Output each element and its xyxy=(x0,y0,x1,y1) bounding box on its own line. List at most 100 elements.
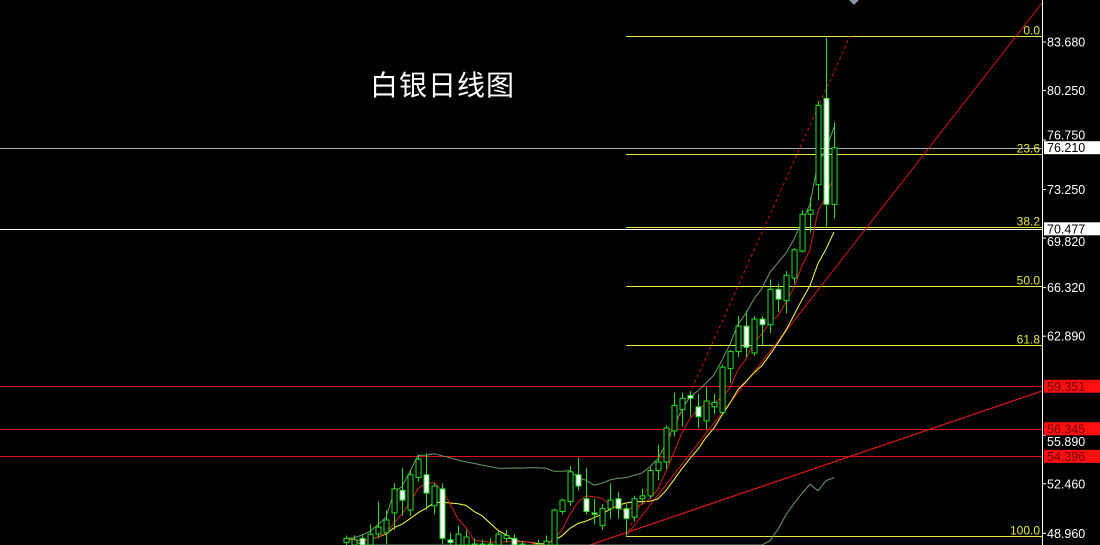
candle-up xyxy=(431,483,438,515)
candle-down xyxy=(775,283,782,312)
candle-up xyxy=(463,529,470,545)
price-tick-label: 73.250 xyxy=(1047,183,1085,197)
candle-up xyxy=(559,498,566,515)
candle-up xyxy=(719,364,726,416)
horizontal-lines xyxy=(0,148,1042,457)
candle-up xyxy=(639,488,646,505)
fib-level-label: 100.0 xyxy=(1010,524,1040,538)
candle-up xyxy=(727,350,734,383)
bollinger-upper-band xyxy=(345,127,835,539)
chart-title: 白银日线图 xyxy=(370,69,516,102)
candle-body xyxy=(567,471,574,503)
scroll-marker-icon[interactable] xyxy=(849,0,859,5)
candle-down xyxy=(575,457,582,491)
candles xyxy=(343,37,838,545)
candle-body xyxy=(775,288,782,300)
candle-up xyxy=(815,101,822,201)
candle-down xyxy=(511,534,518,545)
price-axis[interactable]: 83.680 80.250 76.750 73.250 69.820 66.320 62.8… xyxy=(1042,0,1100,545)
price-tick-label: 48.960 xyxy=(1047,527,1085,541)
candle-up xyxy=(343,535,350,545)
candle-body xyxy=(751,318,758,354)
candle-body xyxy=(407,474,414,511)
price-tick-label: 52.460 xyxy=(1047,477,1085,491)
candle-down xyxy=(591,498,598,525)
candle-body xyxy=(431,485,438,507)
candle-body xyxy=(655,461,662,471)
candle-body xyxy=(415,458,422,479)
price-tick-label: 76.750 xyxy=(1047,129,1085,143)
candle-body xyxy=(615,498,622,510)
candle-body xyxy=(455,533,462,545)
fib-level-label: 0.0 xyxy=(1023,24,1040,38)
candle-body xyxy=(759,318,766,326)
candle-body xyxy=(799,213,806,252)
price-label-box xyxy=(1044,379,1100,393)
candle-body xyxy=(711,402,718,408)
candle-up xyxy=(551,508,558,545)
candle-up xyxy=(455,525,462,545)
candle-up xyxy=(367,524,374,545)
candle-up xyxy=(807,197,814,233)
candle-up xyxy=(543,535,550,545)
candle-body xyxy=(783,274,790,302)
candle-body xyxy=(575,474,582,487)
fib-level-label: 50.0 xyxy=(1017,274,1041,288)
candle-down xyxy=(687,391,694,417)
price-label-box xyxy=(1044,222,1100,236)
candle-body xyxy=(543,540,550,545)
candle-up xyxy=(647,467,654,499)
candle-body xyxy=(623,508,630,520)
price-label-text: 54.396 xyxy=(1047,450,1085,464)
candle-body xyxy=(343,537,350,544)
trend-line-support[interactable] xyxy=(589,390,1043,545)
price-label-text: 70.477 xyxy=(1047,222,1085,236)
candle-body xyxy=(831,147,838,205)
candle-up xyxy=(567,466,574,506)
price-tick-label: 55.890 xyxy=(1047,435,1085,449)
candle-body xyxy=(767,288,774,326)
moving-average-slow xyxy=(345,231,835,545)
candle-up xyxy=(495,531,502,545)
trend-line-steep[interactable] xyxy=(625,2,1043,537)
candle-up xyxy=(831,122,838,219)
candle-up xyxy=(375,501,382,539)
candle-body xyxy=(703,400,710,422)
candle-body xyxy=(503,535,510,539)
candle-body xyxy=(663,427,670,463)
candle-down xyxy=(759,316,766,346)
candle-body xyxy=(607,499,614,510)
candle-body xyxy=(551,509,558,545)
candle-up xyxy=(631,495,638,522)
candle-up xyxy=(407,470,414,516)
candle-down xyxy=(423,453,430,511)
candle-body xyxy=(463,536,470,545)
price-label-box xyxy=(1044,141,1100,155)
fib-level-label: 61.8 xyxy=(1017,333,1041,347)
channel-line-dotted[interactable] xyxy=(625,35,851,537)
candle-up xyxy=(799,210,806,253)
candle-down xyxy=(359,534,366,545)
candle-down xyxy=(695,394,702,429)
candle-up xyxy=(503,529,510,543)
candle-body xyxy=(375,526,382,535)
candle-body xyxy=(719,366,726,413)
candle-body xyxy=(351,539,358,545)
candle-down xyxy=(447,532,454,545)
candle-up xyxy=(735,316,742,358)
candle-up xyxy=(783,270,790,314)
price-label-box xyxy=(1044,449,1100,463)
candle-body xyxy=(559,499,566,512)
candle-body xyxy=(639,495,646,500)
trend-lines[interactable] xyxy=(589,2,1043,545)
price-tick-label: 66.320 xyxy=(1047,281,1085,295)
candle-body xyxy=(679,397,686,411)
price-label-box xyxy=(1044,422,1100,436)
candle-up xyxy=(655,444,662,481)
candle-body xyxy=(791,249,798,279)
moving-average-fast xyxy=(345,176,835,545)
candle-down xyxy=(615,491,622,519)
candle-body xyxy=(695,406,702,418)
